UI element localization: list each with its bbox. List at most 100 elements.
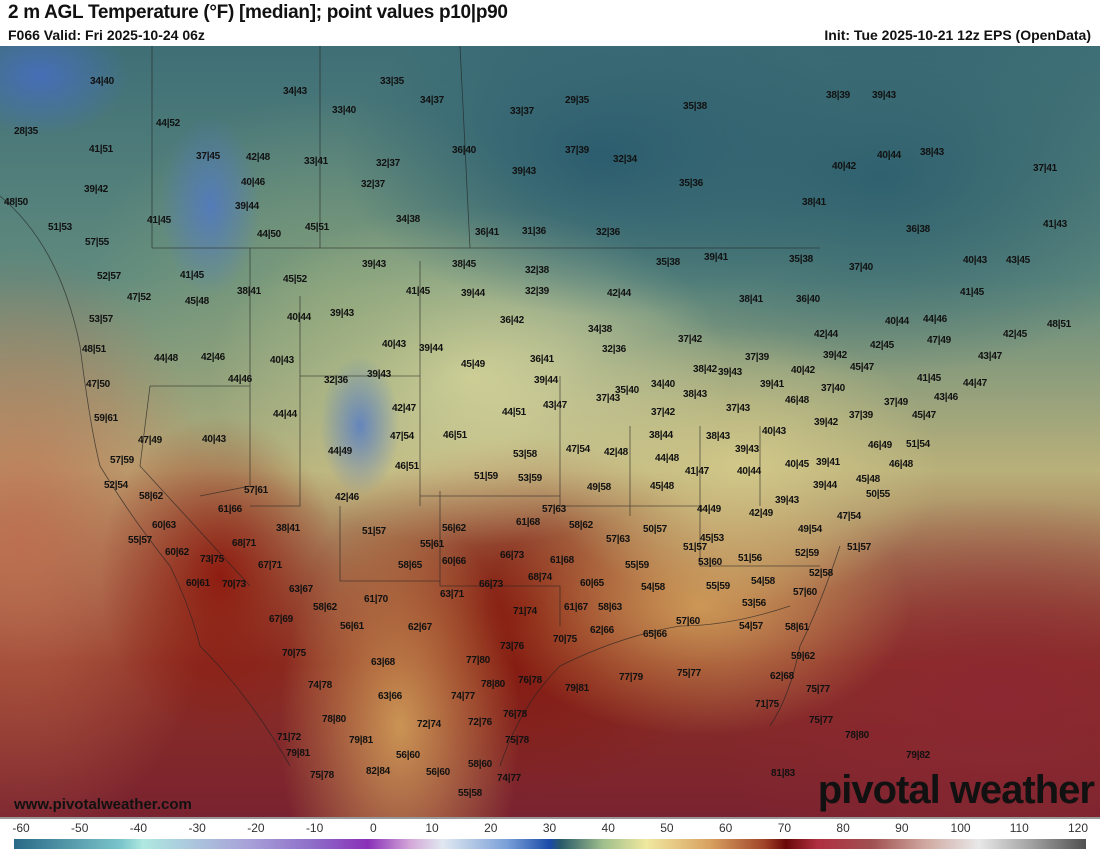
point-value: 37|42 [678, 334, 703, 345]
point-value: 51|57 [847, 542, 872, 553]
point-value: 39|43 [330, 308, 355, 319]
point-value: 62|68 [770, 671, 795, 682]
point-value: 39|43 [362, 259, 387, 270]
point-value: 39|43 [775, 495, 800, 506]
point-value: 58|60 [468, 759, 493, 770]
point-value: 37|41 [1033, 163, 1058, 174]
point-value: 46|48 [889, 459, 914, 470]
point-value: 72|76 [468, 717, 493, 728]
point-value: 42|46 [201, 352, 226, 363]
point-value: 39|44 [461, 288, 486, 299]
point-value: 39|43 [367, 369, 392, 380]
point-value: 61|66 [218, 504, 243, 515]
point-value: 37|43 [596, 393, 621, 404]
point-value: 45|48 [185, 296, 210, 307]
point-value: 40|44 [885, 316, 910, 327]
point-value: 50|57 [643, 524, 668, 535]
init-time: Init: Tue 2025-10-21 12z EPS (OpenData) [824, 27, 1091, 43]
point-value: 34|43 [283, 86, 308, 97]
point-value: 35|36 [679, 178, 704, 189]
colorbar-tick-label: -40 [129, 821, 148, 835]
point-value: 62|66 [590, 625, 615, 636]
point-value: 36|38 [906, 224, 931, 235]
point-value: 46|51 [443, 430, 468, 441]
point-value: 40|42 [791, 365, 816, 376]
point-value: 50|55 [866, 489, 891, 500]
point-value: 53|56 [742, 598, 767, 609]
point-value: 35|40 [615, 385, 640, 396]
point-value: 32|36 [602, 344, 627, 355]
point-value: 75|77 [677, 668, 702, 679]
point-value: 39|44 [813, 480, 838, 491]
point-value: 59|61 [94, 413, 119, 424]
colorbar-tick-label: 70 [777, 821, 792, 835]
point-value: 45|48 [856, 474, 881, 485]
point-value: 38|41 [237, 286, 262, 297]
point-value: 40|43 [382, 339, 407, 350]
point-value: 70|73 [222, 579, 247, 590]
point-value: 40|43 [963, 255, 988, 266]
valid-time: F066 Valid: Fri 2025-10-24 06z [8, 27, 205, 43]
point-value: 41|45 [180, 270, 205, 281]
point-value: 51|59 [474, 471, 499, 482]
point-value: 67|69 [269, 614, 294, 625]
colorbar: -60 -50 -40 -30 -20 -10 0 10 20 30 40 50 60 70 80 90 100… [0, 817, 1100, 852]
point-value: 73|75 [200, 554, 225, 565]
point-value: 68|74 [528, 572, 553, 583]
point-value: 39|43 [718, 367, 743, 378]
colorbar-tick-label: 30 [542, 821, 557, 835]
temperature-map: 34|40 34|43 33|35 33|40 34|37 33|37 29|35 35|38… [0, 46, 1100, 817]
point-value: 32|36 [596, 227, 621, 238]
point-value: 53|57 [89, 314, 114, 325]
point-value: 34|37 [420, 95, 445, 106]
point-value: 56|60 [396, 750, 421, 761]
point-value: 37|43 [726, 403, 751, 414]
point-value: 38|41 [739, 294, 764, 305]
point-value: 39|43 [735, 444, 760, 455]
point-value: 74|77 [451, 691, 476, 702]
point-value: 39|42 [84, 184, 109, 195]
point-value: 55|58 [458, 788, 483, 799]
point-value: 52|54 [104, 480, 129, 491]
point-value: 56|61 [340, 621, 365, 632]
point-value: 51|57 [362, 526, 387, 537]
point-value: 41|45 [406, 286, 431, 297]
point-value: 42|48 [246, 152, 271, 163]
point-value: 75|77 [806, 684, 831, 695]
point-value: 76|78 [503, 709, 528, 720]
colorbar-tick-label: 40 [601, 821, 615, 835]
point-value: 31|36 [522, 226, 547, 237]
point-value: 44|52 [156, 118, 181, 129]
colorbar-tick-label: 50 [660, 821, 674, 835]
point-value: 33|35 [380, 76, 405, 87]
point-value: 51|57 [683, 542, 708, 553]
point-value: 40|43 [270, 355, 295, 366]
point-value: 38|43 [706, 431, 731, 442]
point-value: 42|47 [392, 403, 417, 414]
point-value: 45|47 [912, 410, 937, 421]
point-value: 48|50 [4, 197, 29, 208]
point-value: 42|46 [335, 492, 360, 503]
colorbar-tick-label: 0 [369, 821, 377, 835]
point-value: 47|54 [390, 431, 415, 442]
point-value: 71|72 [277, 732, 302, 743]
point-value: 52|57 [97, 271, 122, 282]
point-value: 82|84 [366, 766, 391, 777]
point-value: 60|63 [152, 520, 177, 531]
point-value: 33|37 [510, 106, 535, 117]
point-value: 51|54 [906, 439, 931, 450]
point-value: 45|49 [461, 359, 486, 370]
point-value: 41|45 [147, 215, 172, 226]
point-value: 38|39 [826, 90, 851, 101]
point-value: 39|41 [704, 252, 729, 263]
point-value: 37|39 [745, 352, 770, 363]
point-value: 58|65 [398, 560, 423, 571]
point-value: 45|52 [283, 274, 308, 285]
point-value: 75|78 [505, 735, 530, 746]
point-value: 44|49 [328, 446, 353, 457]
point-value: 54|58 [751, 576, 776, 587]
point-value: 54|58 [641, 582, 666, 593]
point-value: 32|37 [376, 158, 401, 169]
point-value: 42|44 [814, 329, 839, 340]
point-value: 41|51 [89, 144, 114, 155]
